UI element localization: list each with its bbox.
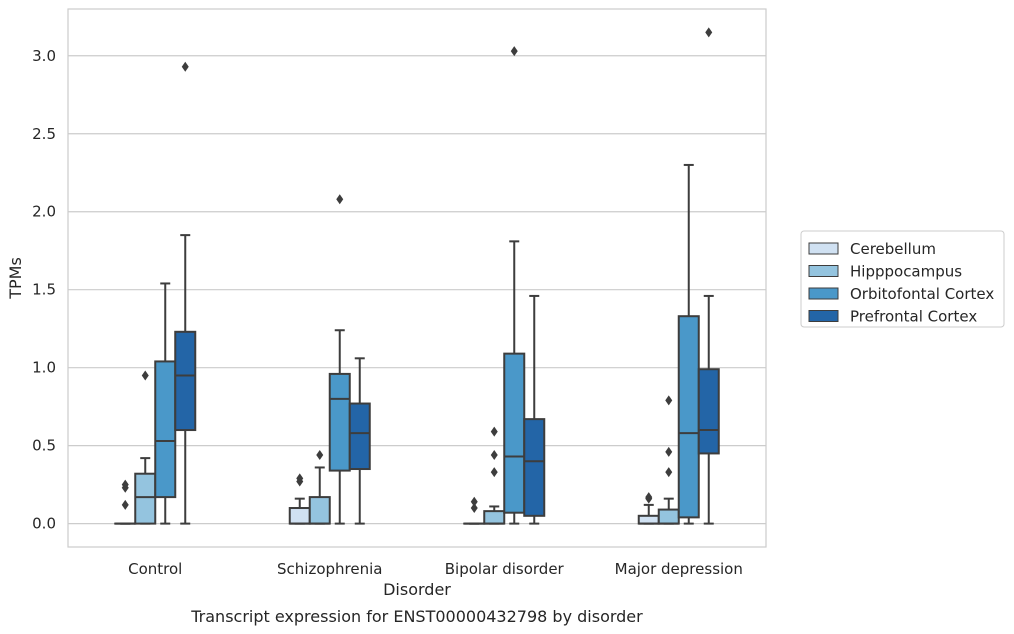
y-tick-label: 3.0 (32, 47, 56, 65)
box-cerebellum (114, 479, 137, 525)
x-tick-label: Control (128, 560, 182, 578)
box-orbitofontal-cortex (154, 282, 177, 525)
y-tick-label: 1.5 (32, 281, 56, 299)
x-axis-ticks: Control Schizophrenia Bipolar disorder Majo… (128, 560, 743, 578)
legend-label: Hipppocampus (850, 263, 962, 281)
outlier-point (645, 492, 653, 503)
box-prefrontal-cortex (174, 61, 197, 525)
x-tick-label: Major depression (615, 560, 743, 578)
box-body (637, 514, 660, 525)
legend-swatch (808, 310, 839, 322)
box-body (134, 472, 157, 525)
outlier-point (665, 395, 673, 406)
box-cerebellum (463, 496, 486, 525)
x-axis-label: Disorder (383, 580, 451, 599)
legend: Cerebellum Hipppocampus Orbitofontal Corte… (800, 230, 1005, 328)
box-body (523, 418, 546, 517)
legend-label: Cerebellum (850, 240, 936, 258)
outlier-point (490, 449, 498, 460)
box-body (677, 315, 700, 519)
box-body (328, 372, 351, 472)
box-body (154, 360, 177, 499)
box-body (657, 508, 680, 525)
outlier-point (665, 467, 673, 478)
outlier-point (181, 61, 189, 72)
y-tick-label: 0.0 (32, 515, 56, 533)
box-body (308, 496, 331, 525)
box-prefrontal-cortex (523, 294, 546, 525)
box-prefrontal-cortex (697, 27, 720, 525)
box-cerebellum (288, 473, 311, 525)
box-hipppocampus (657, 395, 680, 525)
outlier-point (121, 479, 129, 490)
outlier-point (490, 426, 498, 437)
legend-swatch (808, 287, 839, 300)
box-body (174, 330, 197, 432)
legend-frame (800, 230, 1005, 328)
box-orbitofontal-cortex (328, 194, 351, 525)
y-axis-ticks: 0.0 0.5 1.0 1.5 2.0 2.5 3.0 (32, 47, 56, 533)
outlier-point (490, 467, 498, 478)
outlier-point (316, 449, 324, 460)
outlier-point (336, 194, 344, 205)
box-orbitofontal-cortex (503, 46, 526, 525)
box-body (503, 352, 526, 514)
box-body (483, 510, 506, 525)
box-orbitofontal-cortex (677, 163, 700, 525)
box-hipppocampus (483, 426, 506, 525)
x-tick-label: Bipolar disorder (445, 560, 565, 578)
legend-label: Prefrontal Cortex (850, 308, 977, 326)
outlier-point (705, 27, 713, 38)
outlier-point (121, 499, 129, 510)
plot-frame (67, 8, 767, 548)
legend-label: Orbitofontal Cortex (850, 285, 994, 303)
box-body (697, 368, 720, 455)
y-tick-label: 1.0 (32, 359, 56, 377)
outlier-point (470, 496, 478, 507)
y-tick-label: 2.5 (32, 125, 56, 143)
box-body (288, 507, 311, 525)
box-body (348, 402, 371, 471)
outlier-point (141, 370, 149, 381)
box-hipppocampus (308, 449, 331, 525)
outlier-point (470, 503, 478, 514)
legend-swatch (808, 265, 839, 277)
box-prefrontal-cortex (348, 357, 371, 525)
outlier-point (296, 473, 304, 484)
y-tick-label: 2.0 (32, 203, 56, 221)
legend-swatch (808, 242, 839, 255)
outlier-point (510, 46, 518, 57)
plot-area (114, 27, 720, 525)
y-tick-label: 0.5 (32, 437, 56, 455)
y-axis-label: TPMs (6, 257, 25, 300)
box-hipppocampus (134, 370, 157, 525)
chart-caption: Transcript expression for ENST0000043279… (190, 607, 643, 626)
outlier-point (665, 446, 673, 457)
x-tick-label: Schizophrenia (277, 560, 382, 578)
box-cerebellum (637, 492, 660, 525)
